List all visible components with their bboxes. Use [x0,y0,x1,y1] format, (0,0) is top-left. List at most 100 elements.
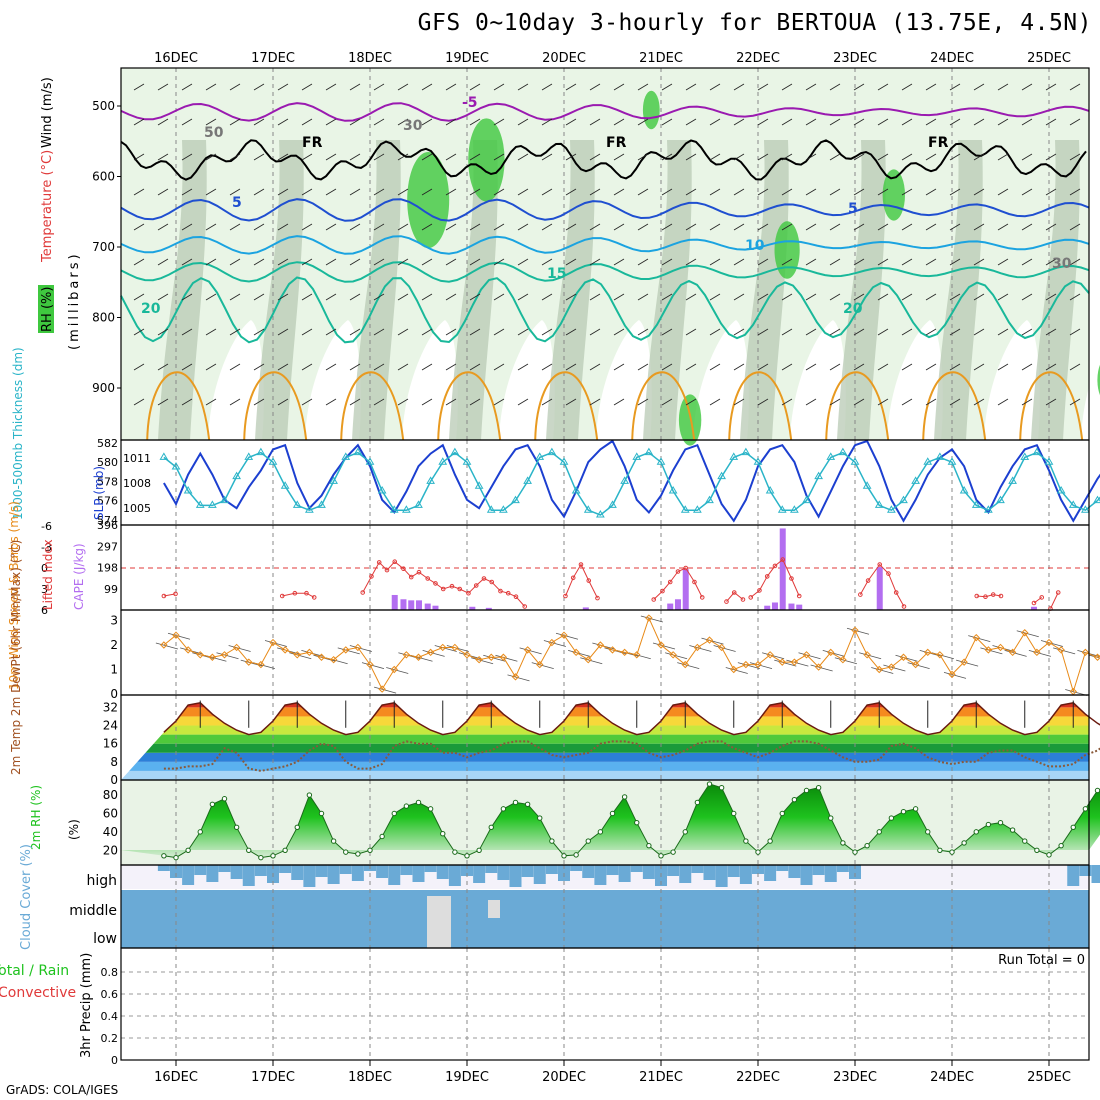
wind-barb [901,363,913,371]
thickness-point [765,486,775,494]
lifted-index-point [683,565,689,571]
lifted-index-point [586,578,592,583]
rh-point [694,799,701,806]
wind-barb [253,223,265,231]
temp-2m-line [163,701,1100,736]
rh-tick-label: 40 [103,825,118,839]
wind-barb-10m [907,662,930,669]
wind-barb [517,83,529,91]
wind-barb [1069,363,1081,371]
wind-barb [229,363,241,371]
cape-bar [674,599,681,610]
wind-barb [349,293,361,301]
wind-barb [973,328,985,336]
wind-barb [277,258,289,266]
thickness-point [511,495,520,504]
thickness-point [377,486,387,494]
wind-barb [973,223,985,231]
rh-point [197,829,203,835]
humidity-shading [837,140,886,440]
wind-barb [205,153,217,161]
rh-point [488,824,494,830]
wind-barb [253,293,265,301]
wind-barb [397,153,409,161]
wind-barb [301,328,313,336]
x-tick-label-top: 25DEC [1027,51,1071,66]
wind-barb [997,83,1009,91]
lifted-index-point [570,575,576,581]
wind-barb [781,118,793,126]
wind-barb-10m [677,662,700,669]
wind-barb [445,398,457,406]
wind-barb-10m [1028,649,1051,657]
wind-barb [853,398,865,406]
wind-barb [301,293,313,301]
temp-tick-label: 16 [103,737,118,751]
rh-point [379,833,385,840]
lifted-index-point [376,560,382,565]
wind-barb [541,398,553,406]
wind-barb [781,293,793,301]
lifted-index-point [360,590,366,595]
thickness-point [414,500,423,508]
x-tick-label-bottom: 25DEC [1027,1070,1071,1085]
wind-speed-point [790,658,799,666]
wind-barb [733,83,745,91]
wind-speed-point [681,660,689,669]
wind-barb [925,153,937,161]
wind-speed-point [948,670,956,679]
isotherm-label: 15 [547,266,566,282]
slp-tick-label: 1011 [123,452,151,465]
wind-barb-10m [798,652,821,660]
li-tick-label: -3 [41,541,52,554]
wind-barb [853,328,865,336]
rh-point [997,819,1004,826]
slp-axis-label: SLP (mb) [92,466,106,520]
wind-barb [829,328,841,336]
wind-barb [1045,153,1057,161]
rh-point [500,806,507,812]
isotherm-20 [120,276,1090,344]
rh-point [621,794,628,800]
wind-barb [733,293,745,301]
wind-barb [973,153,985,161]
isotherm-label: FR [302,135,323,151]
wind-barb [445,188,457,196]
wind-barb [133,398,145,406]
cloud-high-bar [327,865,340,884]
wind-barb [421,118,433,126]
rh-point [743,838,749,844]
wind-barb [493,83,505,91]
thickness-point [947,457,957,465]
cloud-level-label: middle [69,903,117,919]
wind-barb [349,328,361,336]
wind-barb-10m [846,627,870,635]
dry-boundary-layer [208,320,264,440]
cloud-high-bar [448,865,461,886]
cloud-high-bar [618,865,631,882]
cape-tick-label: 99 [104,583,118,596]
thickness-point [583,505,593,513]
x-tick-label-top: 17DEC [251,51,295,66]
wind-barb [1069,328,1081,336]
wind-barb [1069,398,1081,406]
wind-barb [973,398,985,406]
wind-barb [133,293,145,301]
wind-barb [733,398,745,406]
wind-barb [133,118,145,126]
wind-barb [469,118,481,126]
wind-barb [589,118,601,126]
wind-barb [805,293,817,301]
lifted-index-point [789,576,794,581]
thickness-point [790,505,799,513]
humidity-shading [352,140,401,440]
freezing-level [120,139,1087,181]
cloud-high-bar [509,865,522,887]
wind-barb [1021,188,1033,196]
wind-barb [877,398,889,406]
thickness-point [923,457,933,465]
cloud-high-bar [351,865,364,881]
precip-frame [120,947,1090,1061]
wind-speed-point [572,648,580,657]
cloud-high-bar [630,865,643,872]
